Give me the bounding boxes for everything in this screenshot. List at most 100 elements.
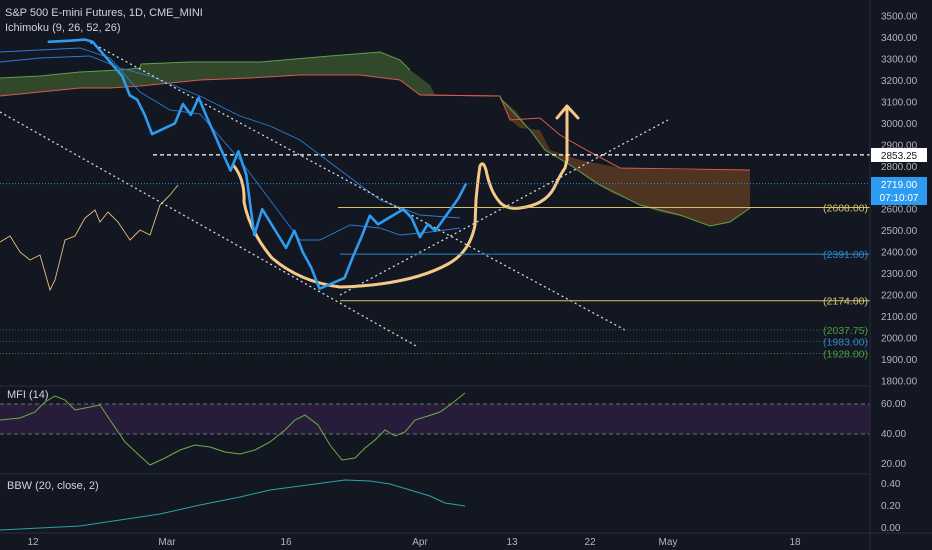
price-tick-label: 2600.00 [881,205,918,216]
price-tick-label: 3400.00 [881,33,918,44]
price-point [229,169,232,172]
level-label: (2037.75) [823,325,868,337]
price-tick-label: 1800.00 [881,377,918,388]
price-point [182,103,184,105]
price-point [174,122,176,124]
price-point [285,247,287,249]
price-point [237,150,239,152]
price-point [190,114,192,116]
last-price-value: 2719.00 [881,180,918,191]
bbw-pane[interactable]: BBW (20, close, 2) 0.40 0.20 0.00 [0,473,901,534]
price-tick-label: 2900.00 [881,140,918,151]
price-point [377,223,379,225]
price-tick-label: 3200.00 [881,76,918,87]
horizontal-level-badge-bg [871,148,927,162]
mfi-tick-40: 40.00 [881,429,906,440]
time-axis-label: 16 [280,537,292,548]
price-tick-label: 2400.00 [881,248,918,259]
price-tick-label: 2300.00 [881,269,918,280]
arrow-up-icon [555,104,580,120]
mfi-tick-20: 20.00 [881,459,906,470]
level-label: (2174.00) [823,296,868,308]
price-tick-label: 2800.00 [881,162,918,173]
price-point [465,183,467,185]
time-axis-label: Mar [158,537,176,548]
price-point [457,197,459,200]
ichimoku-span-a-left [0,51,411,79]
time-axis-label: 22 [584,537,596,548]
last-price-badge[interactable]: 2719.00 07:10:07 [871,177,927,205]
price-point [427,223,429,225]
price-point [344,277,346,279]
price-point [91,41,94,43]
price-point [261,208,263,210]
price-tick-label: 1900.00 [881,355,918,366]
price-point [419,236,421,238]
price-point [293,230,295,232]
time-axis-label: 12 [27,537,39,548]
bbw-title[interactable]: BBW (20, close, 2) [7,480,99,492]
cup-and-handle-drawing [232,106,569,289]
price-tick-label: 2000.00 [881,334,918,345]
price-point [129,94,131,97]
mfi-band-fill [0,404,870,434]
mfi-line [0,392,466,466]
price-tick-label: 2500.00 [881,226,918,237]
time-axis-label: 13 [506,537,518,548]
ichimoku-kijun-line [0,55,461,219]
price-point [121,75,123,77]
time-axis-label: 18 [789,537,801,548]
bbw-tick-040: 0.40 [881,479,901,490]
level-label: (2391.00) [823,249,868,261]
time-axis-label: Apr [412,537,428,548]
price-point [206,116,208,118]
price-point [369,215,371,217]
price-point [198,96,200,99]
price-point [318,288,321,290]
price-point [47,41,49,43]
price-point [310,266,312,268]
downtrend-line-upper [85,39,626,331]
price-point [84,39,86,41]
ichimoku-span-a-right [499,97,751,227]
level-label: (2608.00) [823,203,868,215]
price-tick-label: 3000.00 [881,119,918,130]
ichimoku-cloud-bearish [500,98,750,226]
price-point [402,208,404,210]
ichimoku-chikou-line [0,184,179,292]
last-price-badge-bg [871,177,927,205]
horizontal-level-value: 2853.25 [881,151,918,162]
symbol-title: S&P 500 E-mini Futures, 1D, CME_MINI [5,7,203,19]
price-point [302,251,304,253]
mfi-pane[interactable]: MFI (14) 60.00 40.00 20.00 [0,385,906,470]
price-pane[interactable]: (2608.00) (2391.00) (2174.00) (2037.75)(198… [0,7,870,361]
time-axis[interactable]: 12 Mar 16 Apr 13 22 May 18 [27,537,801,548]
price-tick-label: 3300.00 [881,54,918,65]
price-point [352,255,354,258]
price-tick-label: 3500.00 [881,12,918,23]
indicator-title[interactable]: Ichimoku (9, 26, 52, 26) [5,22,121,34]
price-tick-label: 3100.00 [881,97,918,108]
price-point [144,114,146,116]
ichimoku-cloud-left [0,52,435,96]
bbw-line [0,479,466,531]
price-point [151,133,153,135]
level-label: (1983.00) [823,337,868,349]
ichimoku-tenkan-line [0,47,461,241]
price-point [360,236,362,238]
price-point [253,234,255,236]
ichimoku-span-b-left [0,74,501,97]
level-label: (1928.00) [823,349,868,361]
price-point [99,49,101,51]
price-point [411,217,413,219]
price-point [434,230,436,232]
horizontal-level-badge[interactable]: 2853.25 [871,148,927,162]
levels-layer: (2608.00) (2391.00) (2174.00) (2037.75)(198… [0,154,870,361]
mfi-title[interactable]: MFI (14) [7,389,49,401]
price-point [245,174,247,176]
price-series-points [47,39,467,290]
mfi-tick-60: 60.00 [881,399,906,410]
